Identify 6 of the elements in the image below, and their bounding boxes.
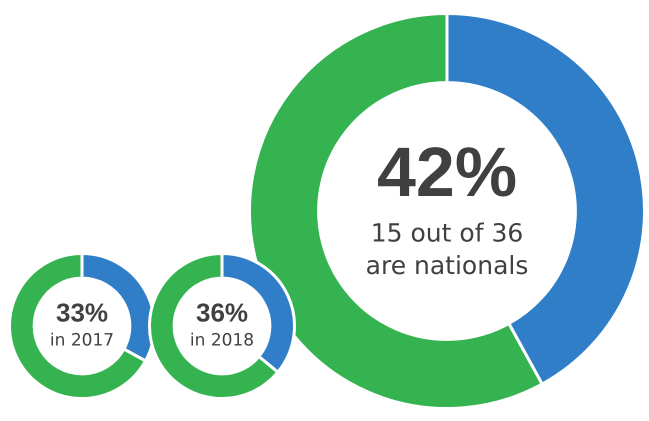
- text: in 2018: [190, 330, 254, 350]
- text: 36%: [196, 297, 248, 328]
- text: in 2017: [50, 330, 114, 350]
- text: 15 out of 36 are nationals: [366, 218, 528, 280]
- text: 33%: [56, 297, 108, 328]
- text: 42%: [376, 133, 518, 212]
